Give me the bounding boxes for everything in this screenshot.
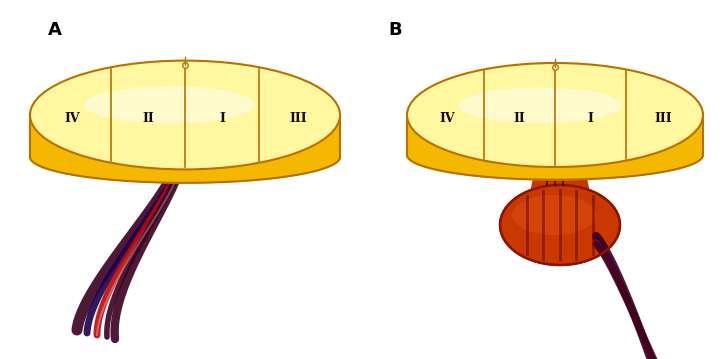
Ellipse shape [84,86,254,123]
Text: III: III [289,112,307,126]
Polygon shape [530,155,590,195]
Text: II: II [142,112,154,126]
Polygon shape [407,115,703,180]
Text: B: B [388,21,402,39]
Polygon shape [30,115,340,183]
Text: I: I [587,112,594,126]
Ellipse shape [512,195,596,235]
Text: A: A [48,21,62,39]
Text: IV: IV [439,112,455,126]
Ellipse shape [30,61,340,169]
Ellipse shape [500,185,620,265]
Ellipse shape [459,87,621,123]
Ellipse shape [407,63,703,167]
Text: IV: IV [64,112,80,126]
Text: III: III [654,112,672,126]
Text: I: I [219,112,225,126]
Text: II: II [513,112,526,126]
